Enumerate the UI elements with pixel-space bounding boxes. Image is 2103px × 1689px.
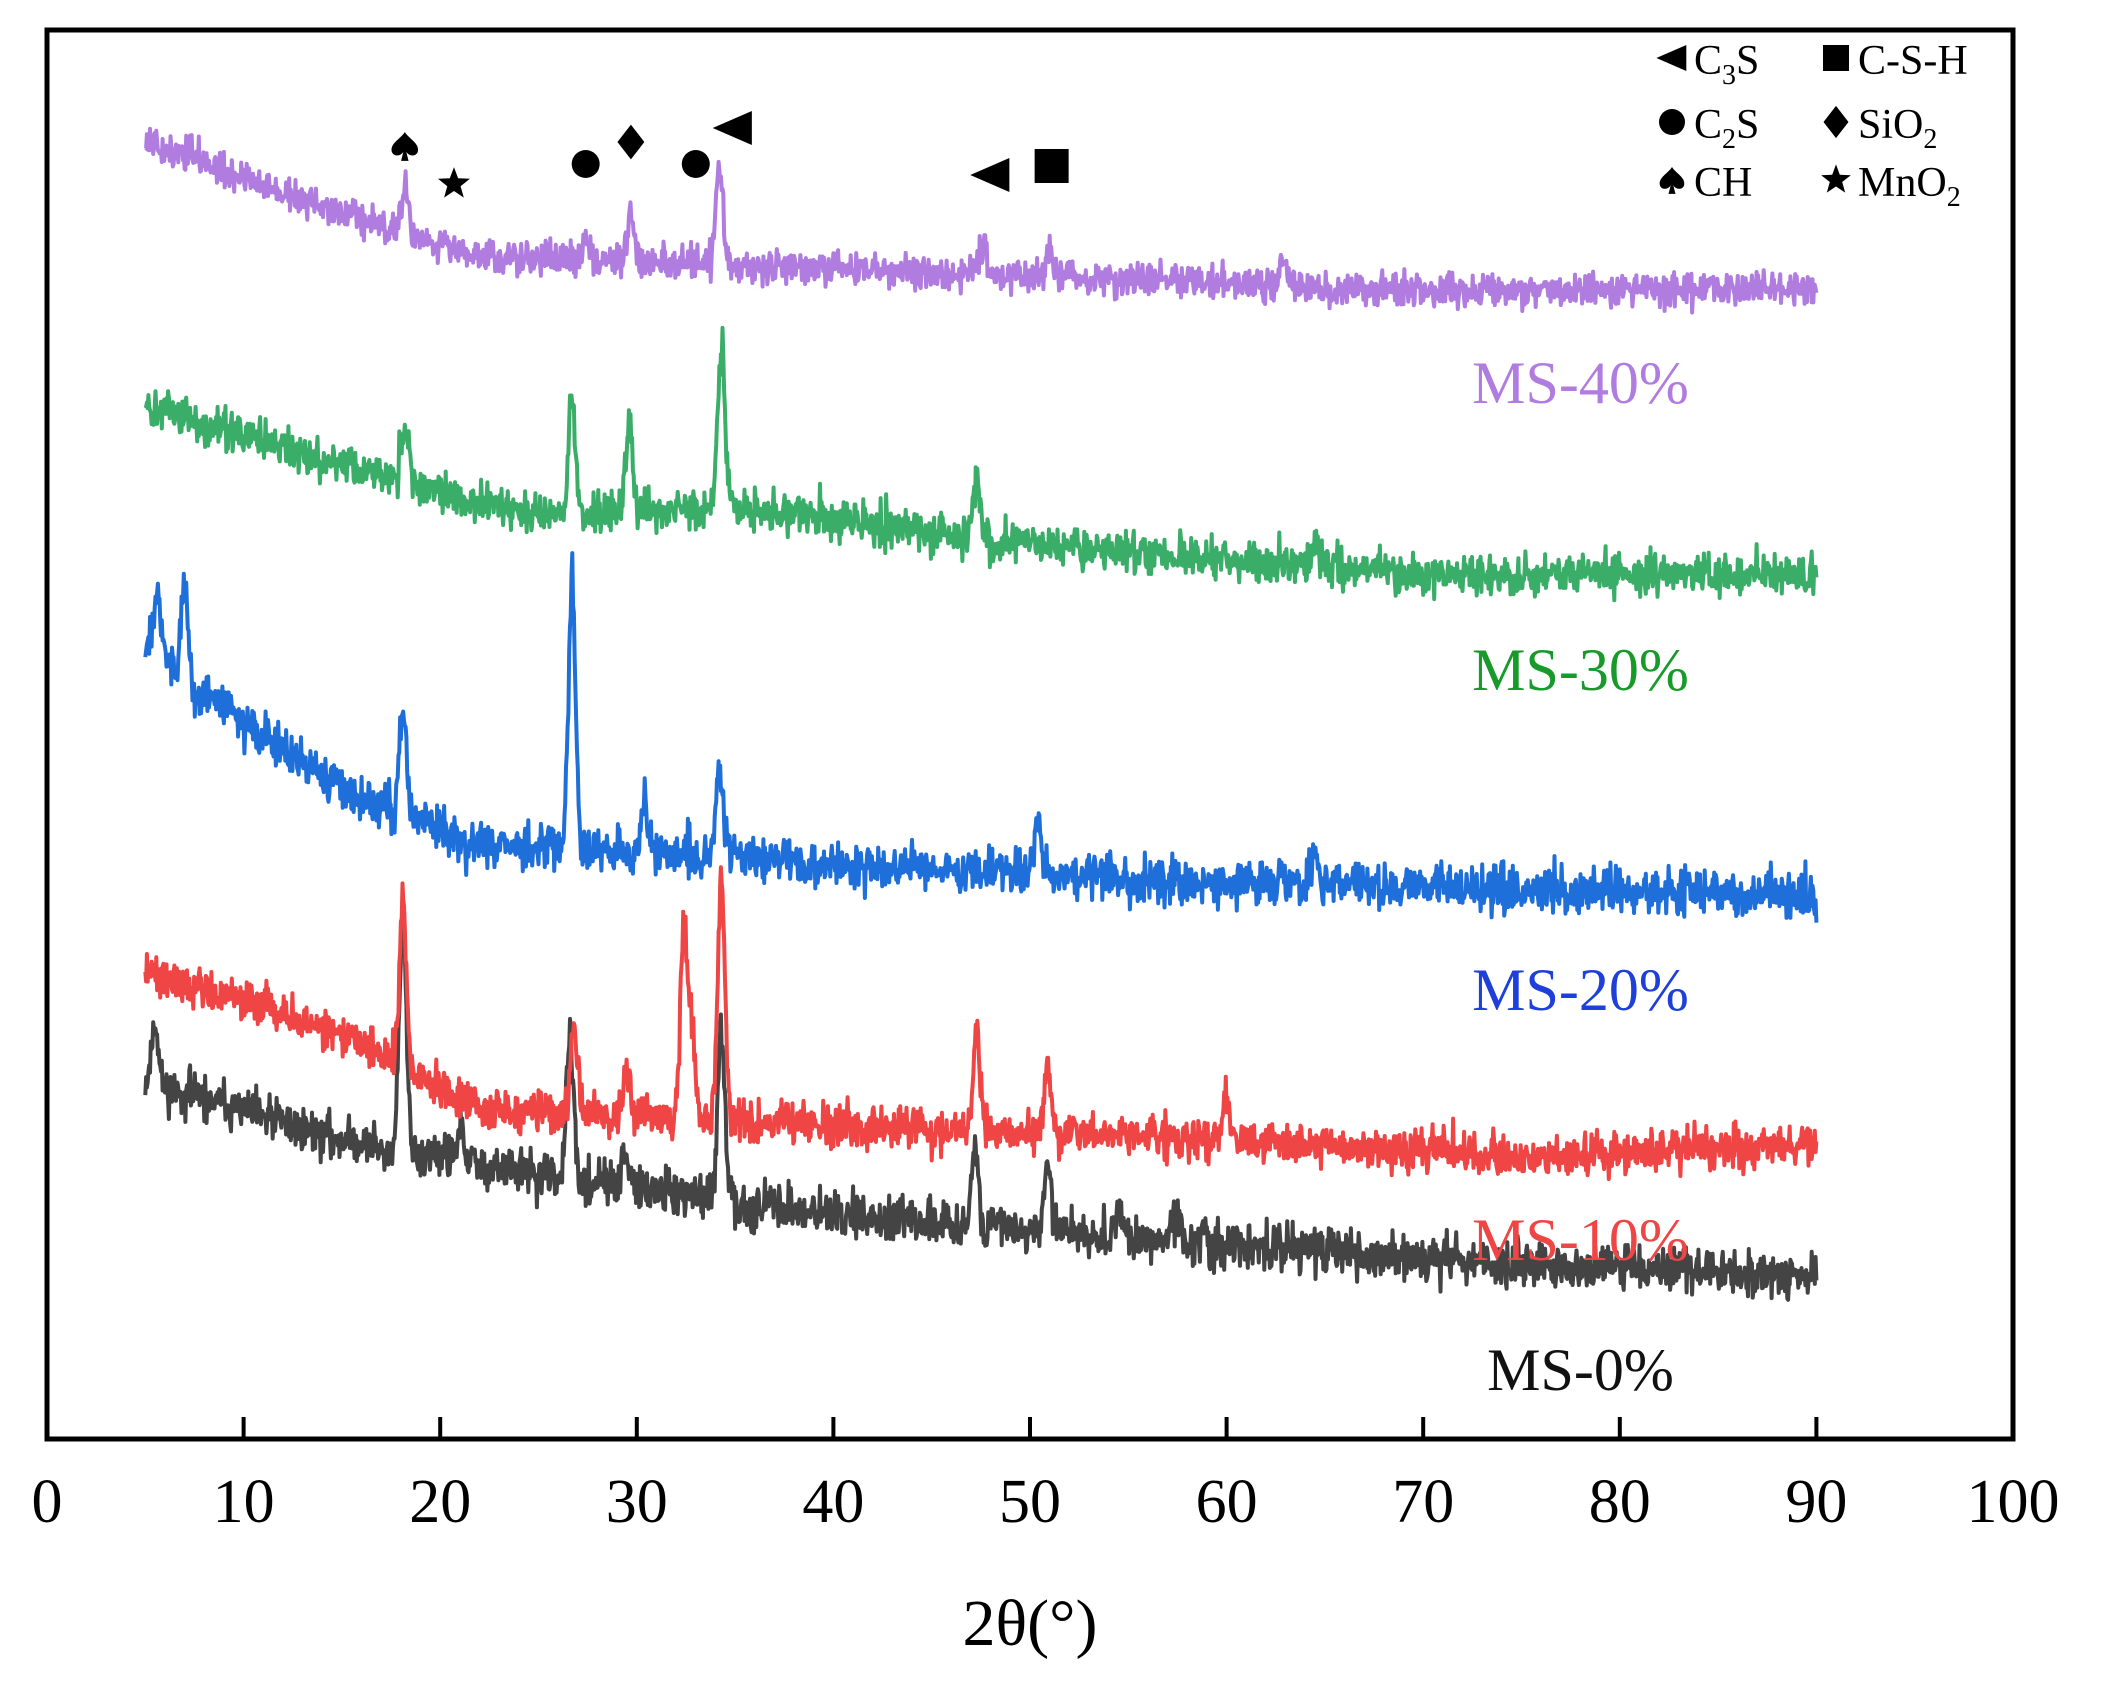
legend-symbol-5 xyxy=(1821,164,1851,193)
series-line-ms-20pct xyxy=(143,551,1819,923)
legend-label-0: C3S xyxy=(1694,38,1759,91)
phase-marker-c3s-6 xyxy=(970,158,1010,192)
legend: C3S C-S-H C2S SiO2 CH MnO2 xyxy=(1656,38,1968,213)
x-axis-title: 2θ(°) xyxy=(963,1587,1098,1660)
series-label-layer: MS-0% MS-10% MS-20% MS-30% MS-40% xyxy=(1472,350,1689,1403)
x-tick-label-50: 50 xyxy=(999,1468,1061,1536)
phase-marker-layer xyxy=(391,111,1069,198)
series-label-ms-0pct: MS-0% xyxy=(1487,1337,1674,1403)
legend-label-1: C-S-H xyxy=(1858,38,1968,84)
x-tick-label-80: 80 xyxy=(1589,1468,1651,1536)
legend-symbol-1 xyxy=(1823,45,1849,71)
legend-symbol-0 xyxy=(1656,45,1687,71)
phase-marker-c-s-h-7 xyxy=(1034,149,1069,183)
x-tick-label-30: 30 xyxy=(606,1468,668,1536)
legend-symbol-3 xyxy=(1823,105,1849,139)
series-label-ms-30pct: MS-30% xyxy=(1472,637,1689,703)
x-tick-label-100: 100 xyxy=(1967,1468,2060,1536)
series-line-ms-30pct xyxy=(143,325,1819,603)
x-tick-label-0: 0 xyxy=(32,1468,63,1536)
phase-marker-c2s-2 xyxy=(571,150,600,178)
legend-label-2: C2S xyxy=(1694,102,1759,155)
legend-label-4: CH xyxy=(1694,160,1752,206)
series-line-ms-0pct xyxy=(143,911,1819,1302)
x-tick-label-70: 70 xyxy=(1392,1468,1454,1536)
series-line-ms-40pct xyxy=(144,126,1819,315)
phase-marker-c3s-5 xyxy=(712,111,752,145)
series-label-ms-10pct: MS-10% xyxy=(1472,1207,1689,1273)
x-tick-label-60: 60 xyxy=(1196,1468,1258,1536)
x-tick-label-40: 40 xyxy=(802,1468,864,1536)
legend-label-3: SiO2 xyxy=(1858,102,1937,155)
x-tick-label-10: 10 xyxy=(213,1468,275,1536)
series-line-ms-10pct xyxy=(143,865,1819,1181)
phase-marker-ch-0 xyxy=(391,132,419,161)
legend-label-5: MnO2 xyxy=(1858,160,1961,213)
phase-marker-c2s-4 xyxy=(681,150,710,178)
x-tick-label-90: 90 xyxy=(1785,1468,1847,1536)
series-label-ms-40pct: MS-40% xyxy=(1472,350,1689,416)
legend-symbol-2 xyxy=(1659,109,1685,135)
x-axis: 0 10 20 30 40 50 60 70 80 90 100 xyxy=(32,1417,2060,1536)
legend-symbol-4 xyxy=(1659,167,1685,194)
phase-marker-mno2-1 xyxy=(438,167,470,198)
series-layer xyxy=(143,126,1819,1302)
series-label-ms-20pct: MS-20% xyxy=(1472,957,1689,1023)
x-tick-label-20: 20 xyxy=(409,1468,471,1536)
phase-marker-sio2-3 xyxy=(617,124,645,160)
